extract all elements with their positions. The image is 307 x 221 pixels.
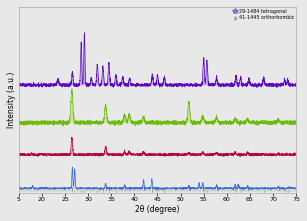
Y-axis label: Intensity (a.u.): Intensity (a.u.)	[7, 72, 16, 128]
Legend: 29-1484 tetragonal, 41-1445 orthorhombic: 29-1484 tetragonal, 41-1445 orthorhombic	[232, 8, 295, 21]
X-axis label: 2θ (degree): 2θ (degree)	[135, 205, 180, 214]
